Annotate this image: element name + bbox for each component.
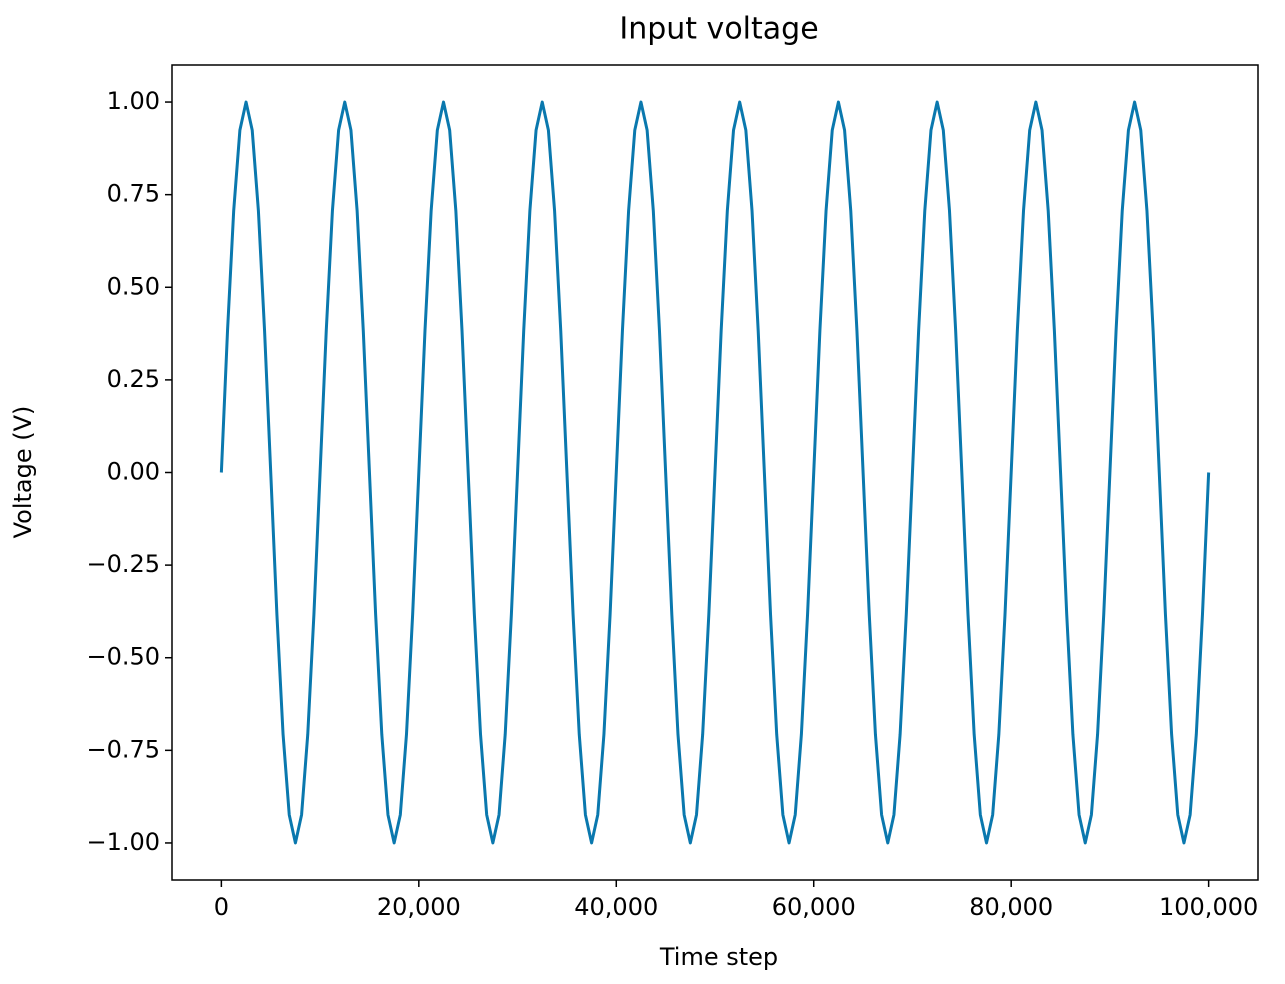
- x-tick-label: 0: [214, 893, 229, 921]
- y-tick-label: −1.00: [86, 828, 160, 856]
- y-tick-label: 0.50: [107, 272, 160, 300]
- x-tick-label: 60,000: [772, 893, 856, 921]
- y-tick-label: 0.25: [107, 365, 160, 393]
- y-tick-label: −0.75: [86, 735, 160, 763]
- x-tick-label: 40,000: [574, 893, 658, 921]
- x-tick-label: 100,000: [1159, 893, 1258, 921]
- chart-title: Input voltage: [619, 12, 818, 47]
- x-tick-label: 80,000: [969, 893, 1053, 921]
- x-axis-label: Time step: [659, 943, 778, 971]
- y-axis-label: Voltage (V): [9, 406, 37, 539]
- y-tick-label: 0.00: [107, 458, 160, 486]
- data-line: [219, 100, 1211, 845]
- x-tick-label: 20,000: [377, 893, 461, 921]
- plot-frame: [171, 64, 1259, 881]
- y-tick-label: −0.25: [86, 550, 160, 578]
- y-tick-label: 0.75: [107, 180, 160, 208]
- y-tick-label: −0.50: [86, 643, 160, 671]
- y-tick-label: 1.00: [107, 87, 160, 115]
